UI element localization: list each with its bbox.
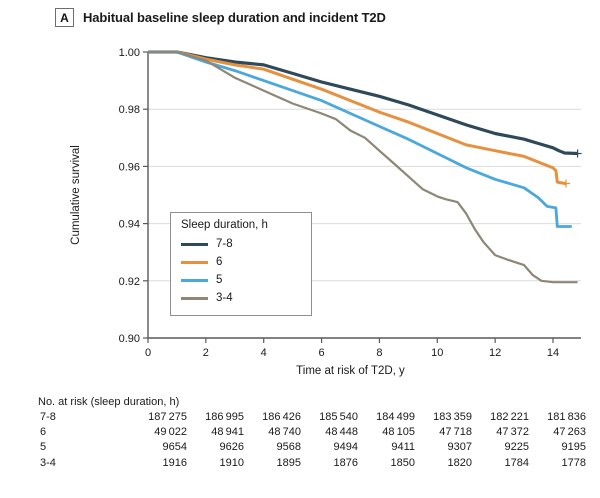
panel-label-badge: A — [55, 8, 74, 27]
legend-item-7-8: 7-8 — [181, 235, 301, 253]
x-tick-label: 8 — [376, 347, 382, 359]
risk-cell: 185 540 — [319, 411, 358, 423]
risk-cell: 48 740 — [268, 426, 301, 439]
risk-cell: 47 263 — [553, 426, 586, 439]
risk-cell: 9411 — [391, 441, 415, 454]
survival-chart: 1.00 0.98 0.96 0.94 0.92 0.90 0 2 4 6 8 10 12 14 Time … — [70, 47, 582, 377]
x-tick-label: 2 — [203, 347, 209, 359]
y-tick-label: 0.94 — [119, 219, 140, 231]
risk-cell: 49 022 — [154, 426, 187, 439]
risk-table-grid: 7-8 187 275 186 995 186 426 185 540 184 … — [38, 410, 586, 471]
risk-row-label: 7-8 — [40, 411, 56, 423]
risk-cell: 1895 — [276, 456, 301, 469]
legend-swatch-5 — [181, 278, 208, 282]
y-tick-label: 0.96 — [119, 161, 140, 173]
risk-cell: 47 372 — [496, 426, 529, 439]
y-tick-label: 0.98 — [119, 104, 140, 116]
legend: Sleep duration, h 7-8 6 5 3-4 — [170, 212, 312, 316]
x-tick-label: 10 — [431, 347, 443, 359]
risk-cell: 187 275 — [148, 411, 187, 423]
risk-cell: 1850 — [390, 456, 415, 469]
legend-swatch-3-4 — [181, 296, 208, 300]
survival-curve-3-4 — [148, 50, 578, 284]
x-axis-title: Time at risk of T2D, y — [296, 365, 405, 377]
risk-row-label: 6 — [40, 426, 47, 439]
x-tick-label: 0 — [145, 347, 151, 359]
legend-title: Sleep duration, h — [181, 219, 268, 231]
risk-cell: 1876 — [333, 456, 358, 469]
risk-cell: 9568 — [276, 441, 301, 454]
legend-swatch-6 — [181, 260, 208, 264]
risk-cell: 47 718 — [439, 426, 472, 439]
risk-cell: 1910 — [219, 456, 244, 469]
x-tick-label: 6 — [319, 347, 325, 359]
risk-cell: 1784 — [504, 456, 529, 469]
risk-table-header: No. at risk (sleep duration, h) — [38, 396, 180, 408]
risk-cell: 9494 — [333, 441, 358, 454]
risk-cell: 9225 — [504, 441, 529, 454]
x-tick-label: 12 — [489, 347, 501, 359]
legend-label-5: 5 — [216, 274, 223, 286]
y-tick-label: 0.92 — [119, 276, 140, 288]
y-tick-label: 1.00 — [119, 47, 140, 59]
risk-cell: 48 105 — [382, 426, 415, 439]
legend-label-7-8: 7-8 — [216, 238, 233, 250]
y-axis-title: Cumulative survival — [70, 145, 82, 245]
legend-item-5: 5 — [181, 271, 301, 289]
legend-item-6: 6 — [181, 253, 301, 271]
x-tick-label: 4 — [261, 347, 267, 359]
risk-cell: 9626 — [219, 441, 244, 454]
risk-cell: 1820 — [447, 456, 472, 469]
risk-cell: 9195 — [561, 441, 586, 454]
legend-label-6: 6 — [216, 256, 223, 268]
risk-cell: 181 836 — [547, 411, 586, 423]
risk-row-label: 5 — [40, 441, 47, 454]
risk-cell: 9307 — [447, 441, 472, 454]
legend-swatch-7-8 — [181, 242, 208, 246]
y-tick-label: 0.90 — [119, 333, 140, 345]
x-tick-label: 14 — [547, 347, 559, 359]
risk-cell: 186 995 — [205, 411, 244, 423]
legend-item-3-4: 3-4 — [181, 289, 301, 307]
risk-cell: 186 426 — [262, 411, 301, 423]
survival-curve-5 — [148, 50, 572, 228]
number-at-risk-table: No. at risk (sleep duration, h) 7-8 187 … — [38, 396, 586, 471]
risk-cell: 182 221 — [490, 411, 529, 423]
panel-header: A Habitual baseline sleep duration and i… — [55, 8, 386, 27]
risk-cell: 184 499 — [376, 411, 415, 423]
risk-cell: 1778 — [561, 456, 586, 469]
risk-cell: 9654 — [162, 441, 187, 454]
risk-cell: 48 448 — [325, 426, 358, 439]
risk-cell: 48 941 — [211, 426, 244, 439]
survival-curve-7-8 — [148, 50, 578, 156]
risk-cell: 183 359 — [433, 411, 472, 423]
risk-row-label: 3-4 — [40, 456, 56, 469]
legend-label-3-4: 3-4 — [216, 292, 233, 304]
panel-title: Habitual baseline sleep duration and inc… — [83, 10, 386, 25]
risk-cell: 1916 — [162, 456, 187, 469]
survival-curve-6 — [148, 50, 567, 186]
